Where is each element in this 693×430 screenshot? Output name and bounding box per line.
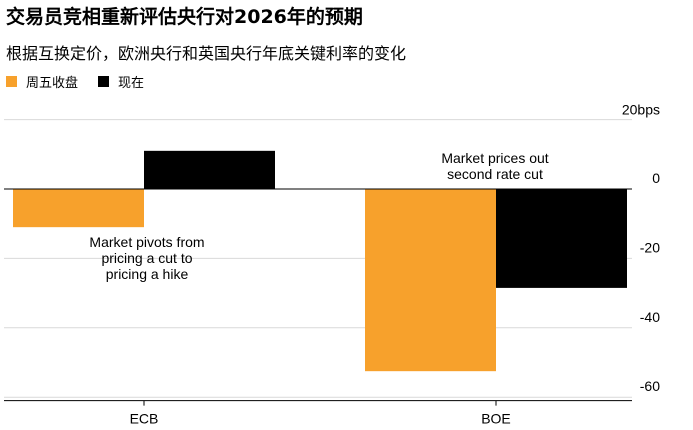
bar-ecb-series-2 xyxy=(144,150,275,189)
legend: 周五收盘 现在 xyxy=(6,72,164,91)
chart-title: 交易员竞相重新评估央行对2026年的预期 xyxy=(6,6,363,28)
x-tick-label: BOE xyxy=(481,411,511,427)
y-tick-label: -40 xyxy=(640,309,660,325)
annotation-1-line: Market pivots from xyxy=(89,234,204,250)
y-tick-label: -60 xyxy=(640,378,660,394)
legend-swatch-friday xyxy=(6,76,17,87)
y-tick-label: -20 xyxy=(640,239,660,255)
bar-boe-series-2 xyxy=(496,189,627,288)
legend-item-now: 现在 xyxy=(98,72,144,91)
x-tick-label: ECB xyxy=(130,411,159,427)
legend-label-friday: 周五收盘 xyxy=(26,76,79,91)
bar-ecb-series-1 xyxy=(13,189,144,228)
legend-item-friday: 周五收盘 xyxy=(6,72,78,91)
legend-label-now: 现在 xyxy=(118,76,145,91)
y-tick-label: 20bps xyxy=(622,102,660,118)
annotation-1-line: pricing a cut to xyxy=(101,250,192,266)
bar-boe-series-1 xyxy=(365,189,496,372)
annotation-2-line: Market prices out xyxy=(441,150,548,166)
annotation-2-line: second rate cut xyxy=(447,166,543,182)
annotation-1-line: pricing a hike xyxy=(106,266,189,282)
y-tick-label: 0 xyxy=(652,170,660,186)
legend-swatch-now xyxy=(98,76,110,87)
chart-subtitle: 根据互换定价，欧洲央行和英国央行年底关键利率的变化 xyxy=(6,44,407,63)
